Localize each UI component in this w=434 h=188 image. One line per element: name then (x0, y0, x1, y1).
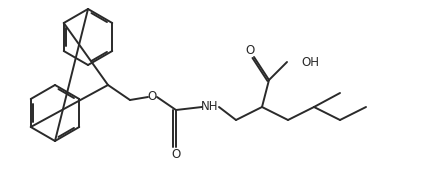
Text: NH: NH (201, 101, 219, 114)
Text: O: O (171, 148, 181, 161)
Text: O: O (245, 43, 255, 57)
Text: O: O (148, 90, 157, 104)
Text: OH: OH (301, 55, 319, 68)
